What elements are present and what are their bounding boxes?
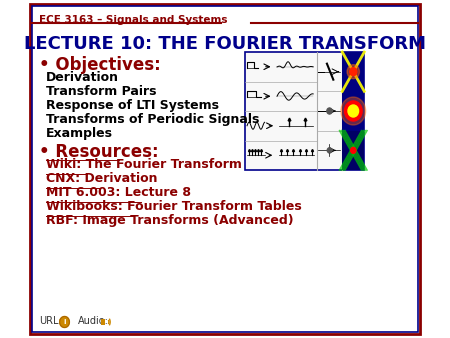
Text: ECE 3163 – Signals and Systems: ECE 3163 – Signals and Systems (39, 15, 227, 25)
Text: Examples: Examples (46, 127, 113, 140)
FancyArrow shape (101, 319, 105, 325)
Circle shape (348, 105, 359, 117)
Bar (342, 91, 364, 131)
Circle shape (341, 97, 366, 125)
Text: • Resources:: • Resources: (39, 143, 158, 161)
Text: CNX: Derivation: CNX: Derivation (46, 172, 158, 185)
Text: RBF: Image Transforms (Advanced): RBF: Image Transforms (Advanced) (46, 214, 294, 227)
Text: Response of LTI Systems: Response of LTI Systems (46, 99, 219, 112)
Text: URL:: URL: (39, 316, 62, 326)
Text: Derivation: Derivation (46, 71, 119, 84)
Text: Wiki: The Fourier Transform: Wiki: The Fourier Transform (46, 158, 242, 171)
Text: LECTURE 10: THE FOURIER TRANSFORM: LECTURE 10: THE FOURIER TRANSFORM (24, 35, 426, 53)
Circle shape (60, 316, 69, 328)
Text: Audio:: Audio: (78, 316, 108, 326)
Circle shape (327, 148, 332, 153)
Text: Transform Pairs: Transform Pairs (46, 85, 157, 98)
Bar (245, 52, 364, 170)
Text: i: i (63, 319, 66, 325)
Text: Wikibooks: Fourier Transform Tables: Wikibooks: Fourier Transform Tables (46, 200, 302, 213)
Text: Transforms of Periodic Signals: Transforms of Periodic Signals (46, 113, 259, 126)
Bar (342, 52, 364, 91)
Text: • Objectives:: • Objectives: (39, 56, 161, 74)
Bar (342, 131, 364, 170)
Circle shape (327, 108, 332, 114)
Circle shape (351, 147, 356, 153)
Text: MIT 6.003: Lecture 8: MIT 6.003: Lecture 8 (46, 186, 191, 199)
Circle shape (350, 68, 357, 76)
Circle shape (347, 65, 360, 79)
Circle shape (344, 101, 362, 121)
